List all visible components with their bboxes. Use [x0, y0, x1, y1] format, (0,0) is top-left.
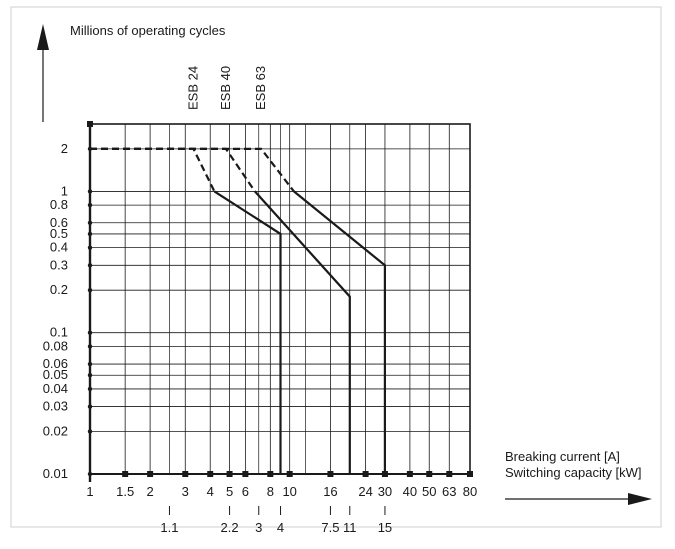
x-tick-label: 5 — [226, 484, 233, 499]
y-tick-label: 0.1 — [50, 325, 68, 340]
y-tick-label: 0.6 — [50, 215, 68, 230]
x-tick-label: 1.5 — [116, 484, 134, 499]
x-tick-label: 50 — [422, 484, 436, 499]
x-tick-label: 24 — [358, 484, 372, 499]
x-tick-label: 16 — [323, 484, 337, 499]
secondary-x-tick-label: 15 — [378, 520, 392, 535]
x-tick-marker — [446, 471, 453, 477]
x-tick-marker — [467, 471, 473, 477]
x-tick-marker — [426, 471, 433, 477]
x-tick-marker — [226, 471, 233, 477]
y-tick-dot — [87, 404, 93, 409]
x-tick-marker — [267, 471, 274, 477]
y-tick-dot — [87, 287, 93, 293]
x-tick-label: 80 — [463, 484, 477, 499]
y-tick-dot — [87, 330, 93, 335]
x-tick-marker — [207, 471, 214, 477]
x-axis-title-line-1: Breaking current [A] — [505, 449, 620, 464]
y-tick-dot — [87, 189, 93, 194]
series-label: ESB 40 — [218, 66, 233, 110]
y-tick-dot — [87, 202, 93, 208]
y-tick-label: 0.8 — [50, 197, 68, 212]
x-tick-label: 10 — [282, 484, 296, 499]
x-tick-label: 30 — [378, 484, 392, 499]
y-tick-label: 0.5 — [50, 226, 68, 241]
y-tick-label: 0.4 — [50, 240, 68, 255]
x-axis-arrow — [505, 493, 652, 505]
label-layer: ESB 24 ESB 40 ESB 63 — [186, 66, 269, 110]
secondary-x-tick-label: 11 — [343, 520, 357, 535]
y-tick-label: 0.03 — [43, 399, 68, 414]
secondary-x-tick-label: 1.1 — [160, 520, 178, 535]
y-tick-label: 0.01 — [43, 466, 68, 481]
marker-layer — [87, 121, 473, 477]
y-tick-label: 0.2 — [50, 282, 68, 297]
y-axis-title: Millions of operating cycles — [70, 23, 226, 38]
y-tick-label: 0.3 — [50, 257, 68, 272]
secondary-x-tick-label: 7.5 — [321, 520, 339, 535]
secondary-x-tick-label: 3 — [255, 520, 262, 535]
series-label: ESB 63 — [253, 66, 268, 110]
series-dashed-segment — [90, 147, 295, 193]
x-tick-marker — [381, 471, 388, 477]
y-tick-dot — [87, 471, 93, 477]
x-tick-label: 3 — [182, 484, 189, 499]
secondary-x-tick-label: 4 — [277, 520, 284, 535]
y-tick-dot — [87, 220, 93, 225]
y-tick-label: 2 — [61, 141, 68, 156]
y-tick-dot — [87, 263, 93, 268]
x-tick-label: 6 — [242, 484, 249, 499]
x-tick-label: 1 — [86, 484, 93, 499]
y-tick-label: 0.06 — [43, 356, 68, 371]
y-tick-dot — [87, 361, 93, 367]
x-tick-marker — [286, 471, 293, 477]
series-solid-segment — [254, 190, 351, 474]
y-tick-label: 1 — [61, 183, 68, 198]
y-tick-label: 0.02 — [43, 423, 68, 438]
x-tick-marker — [182, 471, 189, 477]
series-label: ESB 24 — [186, 66, 201, 110]
x-tick-marker — [147, 471, 154, 477]
x-tick-label: 8 — [267, 484, 274, 499]
y-tick-dot — [87, 344, 93, 349]
series-solid-segment — [293, 190, 386, 474]
x-tick-label: 63 — [442, 484, 456, 499]
x-tick-marker — [362, 471, 369, 477]
x-axis-title-line-2: Switching capacity [kW] — [505, 465, 642, 480]
x-tick-label: 40 — [403, 484, 417, 499]
y-axis-top-marker — [87, 121, 93, 127]
x-tick-marker — [406, 471, 413, 477]
x-tick-marker — [242, 471, 249, 477]
y-tick-dot — [87, 245, 93, 250]
y-tick-label: 0.05 — [43, 367, 68, 382]
y-axis-arrow — [37, 24, 49, 122]
y-tick-dot — [87, 429, 93, 434]
x-tick-marker — [327, 471, 334, 477]
secondary-x-tick-label: 2.2 — [221, 520, 239, 535]
series-solid-segment — [213, 190, 282, 474]
axis-layer: 0.01 0.02 0.03 0.040.050.06 0.080.1 0.2 0.3 0.4… — [43, 123, 477, 535]
series-layer — [90, 147, 386, 474]
y-tick-dot — [87, 373, 93, 378]
y-tick-label: 0.08 — [43, 338, 68, 353]
x-tick-marker — [122, 471, 129, 477]
y-tick-dot — [87, 146, 93, 152]
y-tick-dot — [87, 231, 93, 237]
x-tick-label: 2 — [146, 484, 153, 499]
y-tick-dot — [87, 386, 93, 392]
chart-panel — [10, 6, 662, 528]
y-tick-label: 0.04 — [43, 381, 68, 396]
x-tick-label: 4 — [207, 484, 214, 499]
